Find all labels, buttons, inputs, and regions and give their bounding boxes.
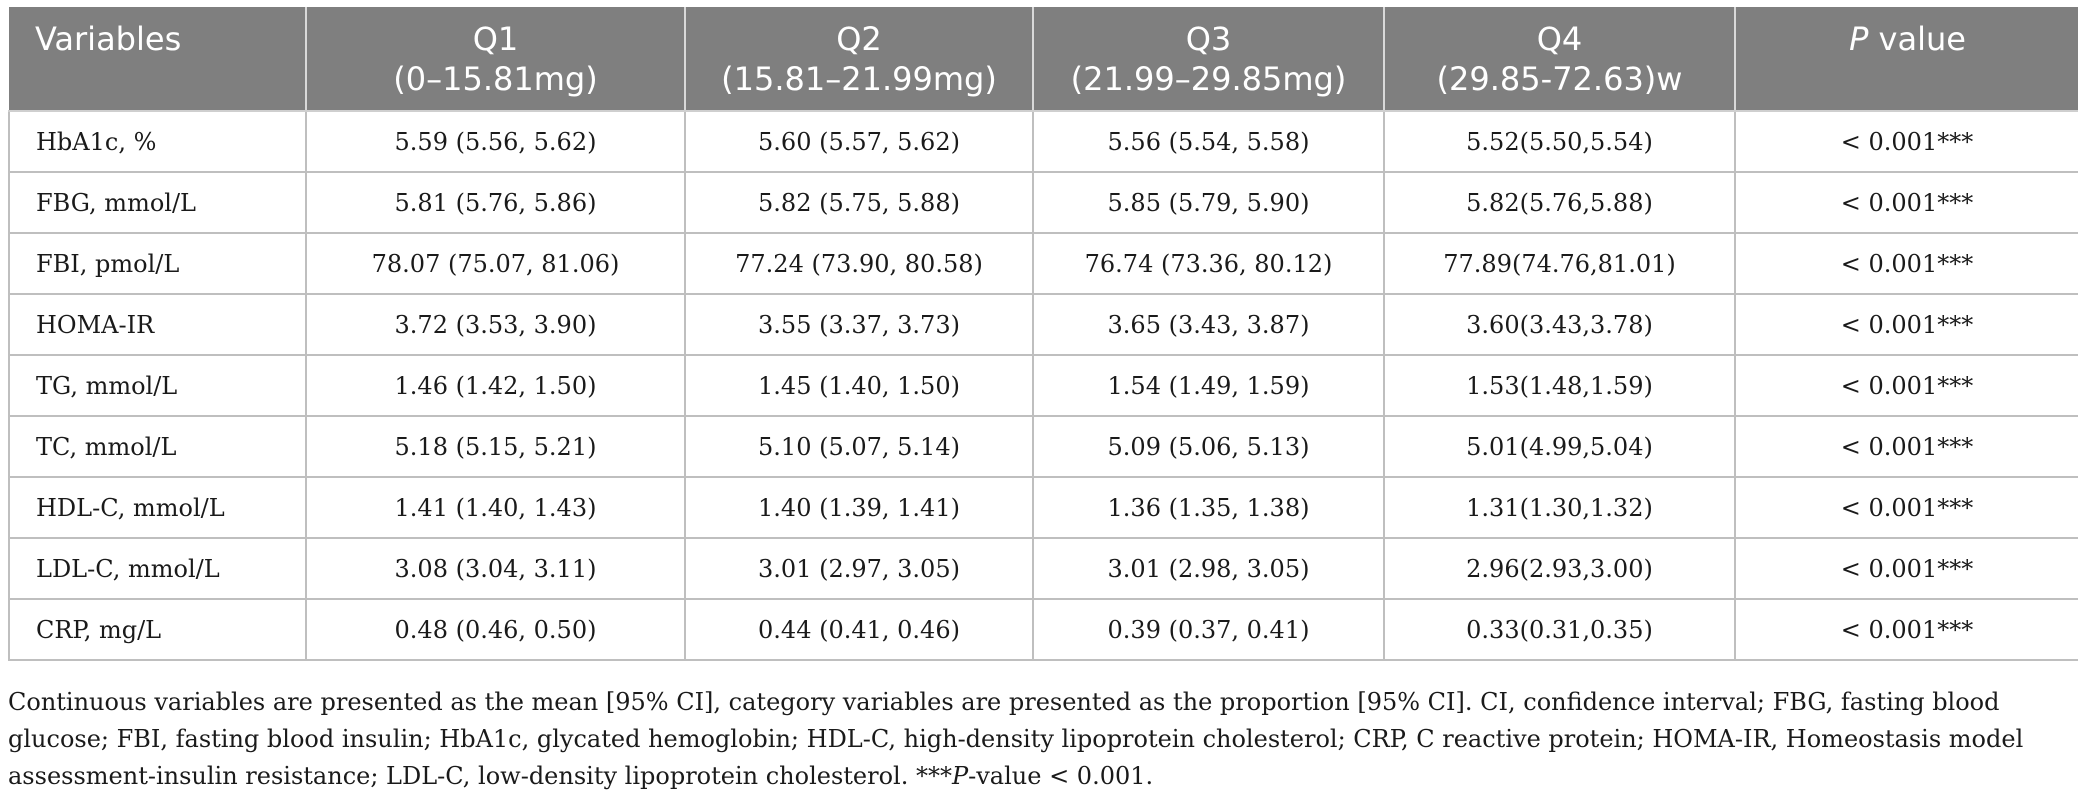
- cell-p-value: < 0.001***: [1735, 111, 2078, 173]
- cell-variable: FBG, mmol/L: [8, 172, 307, 234]
- cell-q2: 3.55 (3.37, 3.73): [685, 294, 1034, 356]
- cell-q4: 5.01(4.99,5.04): [1384, 416, 1736, 478]
- cell-p-value: < 0.001***: [1735, 355, 2078, 417]
- table-wrapper: Variables Q1 (0–15.81mg) Q2 (15.81–21.99mg…: [8, 7, 2078, 661]
- cell-q1: 3.72 (3.53, 3.90): [306, 294, 686, 356]
- table-footnote: Continuous variables are presented as th…: [8, 688, 2024, 790]
- cell-q4: 5.52(5.50,5.54): [1384, 111, 1736, 173]
- cell-p-value: < 0.001***: [1735, 416, 2078, 478]
- cell-q4: 3.60(3.43,3.78): [1384, 294, 1736, 356]
- cell-q2: 3.01 (2.97, 3.05): [685, 538, 1034, 600]
- cell-q3: 3.65 (3.43, 3.87): [1033, 294, 1385, 356]
- cell-q1: 5.81 (5.76, 5.86): [306, 172, 686, 234]
- cell-q1: 1.46 (1.42, 1.50): [306, 355, 686, 417]
- cell-variable: HbA1c, %: [8, 111, 307, 173]
- cell-q1: 0.48 (0.46, 0.50): [306, 599, 686, 661]
- cell-q3: 5.09 (5.06, 5.13): [1033, 416, 1385, 478]
- table-row: LDL-C, mmol/L 3.08 (3.04, 3.11) 3.01 (2.97…: [8, 538, 2078, 600]
- cell-variable: HDL-C, mmol/L: [8, 477, 307, 539]
- cell-q1: 78.07 (75.07, 81.06): [306, 233, 686, 295]
- cell-q3: 3.01 (2.98, 3.05): [1033, 538, 1385, 600]
- cell-q1: 1.41 (1.40, 1.43): [306, 477, 686, 539]
- cell-q2: 77.24 (73.90, 80.58): [685, 233, 1034, 295]
- cell-q4: 5.82(5.76,5.88): [1384, 172, 1736, 234]
- table-row: HDL-C, mmol/L 1.41 (1.40, 1.43) 1.40 (1.39…: [8, 477, 2078, 539]
- header-q1: Q1 (0–15.81mg): [306, 7, 686, 112]
- cell-q4: 0.33(0.31,0.35): [1384, 599, 1736, 661]
- cell-q3: 0.39 (0.37, 0.41): [1033, 599, 1385, 661]
- cell-p-value: < 0.001***: [1735, 477, 2078, 539]
- cell-p-value: < 0.001***: [1735, 233, 2078, 295]
- cell-p-value: < 0.001***: [1735, 599, 2078, 661]
- cell-variable: CRP, mg/L: [8, 599, 307, 661]
- cell-variable: FBI, pmol/L: [8, 233, 307, 295]
- cell-variable: HOMA-IR: [8, 294, 307, 356]
- table-row: CRP, mg/L 0.48 (0.46, 0.50) 0.44 (0.41, 0.…: [8, 599, 2078, 661]
- header-q4: Q4 (29.85-72.63)w: [1384, 7, 1736, 112]
- table-row: TC, mmol/L 5.18 (5.15, 5.21) 5.10 (5.07, 5…: [8, 416, 2078, 478]
- cell-q3: 5.56 (5.54, 5.58): [1033, 111, 1385, 173]
- cell-q1: 3.08 (3.04, 3.11): [306, 538, 686, 600]
- table-row: HbA1c, % 5.59 (5.56, 5.62) 5.60 (5.57, 5.6…: [8, 111, 2078, 173]
- cell-p-value: < 0.001***: [1735, 538, 2078, 600]
- cell-q4: 1.31(1.30,1.32): [1384, 477, 1736, 539]
- cell-q3: 76.74 (73.36, 80.12): [1033, 233, 1385, 295]
- cell-q2: 5.10 (5.07, 5.14): [685, 416, 1034, 478]
- table-row: HOMA-IR 3.72 (3.53, 3.90) 3.55 (3.37, 3.73…: [8, 294, 2078, 356]
- table-row: FBI, pmol/L 78.07 (75.07, 81.06) 77.24 (73…: [8, 233, 2078, 295]
- cell-p-value: < 0.001***: [1735, 172, 2078, 234]
- cell-q2: 5.82 (5.75, 5.88): [685, 172, 1034, 234]
- cell-q3: 1.54 (1.49, 1.59): [1033, 355, 1385, 417]
- cell-q1: 5.59 (5.56, 5.62): [306, 111, 686, 173]
- header-q2: Q2 (15.81–21.99mg): [685, 7, 1034, 112]
- table-row: FBG, mmol/L 5.81 (5.76, 5.86) 5.82 (5.75, …: [8, 172, 2078, 234]
- cell-p-value: < 0.001***: [1735, 294, 2078, 356]
- cell-variable: LDL-C, mmol/L: [8, 538, 307, 600]
- cell-q1: 5.18 (5.15, 5.21): [306, 416, 686, 478]
- header-row: Variables Q1 (0–15.81mg) Q2 (15.81–21.99mg…: [9, 7, 2078, 112]
- header-q3: Q3 (21.99–29.85mg): [1033, 7, 1385, 112]
- cell-q3: 1.36 (1.35, 1.38): [1033, 477, 1385, 539]
- cell-q2: 0.44 (0.41, 0.46): [685, 599, 1034, 661]
- results-table: Variables Q1 (0–15.81mg) Q2 (15.81–21.99mg…: [8, 7, 2078, 661]
- table-header: Variables Q1 (0–15.81mg) Q2 (15.81–21.99mg…: [9, 7, 2078, 112]
- cell-q2: 1.45 (1.40, 1.50): [685, 355, 1034, 417]
- table-row: TG, mmol/L 1.46 (1.42, 1.50) 1.45 (1.40, 1…: [8, 355, 2078, 417]
- cell-q4: 1.53(1.48,1.59): [1384, 355, 1736, 417]
- cell-q4: 2.96(2.93,3.00): [1384, 538, 1736, 600]
- header-variables: Variables: [9, 7, 307, 112]
- cell-q2: 1.40 (1.39, 1.41): [685, 477, 1034, 539]
- table-body: HbA1c, % 5.59 (5.56, 5.62) 5.60 (5.57, 5.6…: [8, 111, 2078, 661]
- cell-variable: TC, mmol/L: [8, 416, 307, 478]
- cell-q4: 77.89(74.76,81.01): [1384, 233, 1736, 295]
- cell-q3: 5.85 (5.79, 5.90): [1033, 172, 1385, 234]
- cell-q2: 5.60 (5.57, 5.62): [685, 111, 1034, 173]
- cell-variable: TG, mmol/L: [8, 355, 307, 417]
- header-p-value: P value: [1735, 7, 2078, 112]
